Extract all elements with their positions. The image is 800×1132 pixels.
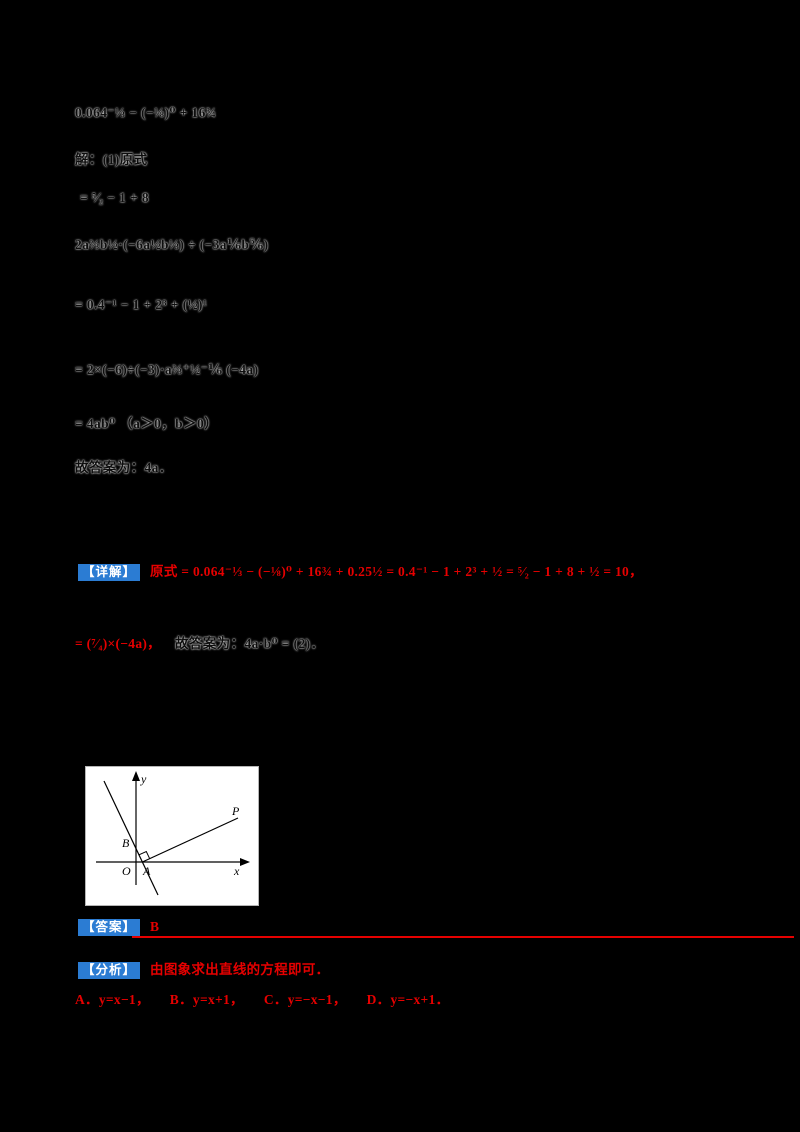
- label-point-p: P: [231, 804, 240, 818]
- option-c: C．y=−x−1，: [263, 992, 347, 1007]
- detail-working-2-dark: 故答案为：4a·b⁰ = (2)．: [174, 636, 325, 651]
- math-line-3: = ⁵⁄₂ − 1 + 8: [80, 190, 150, 205]
- label-x-axis: x: [233, 864, 240, 878]
- analysis-text: 由图象求出直线的方程即可．: [150, 962, 330, 977]
- math-line-8: 故答案为：4a．: [75, 460, 173, 475]
- math-line-6: = 2×(−6)÷(−3)·a⅔⁺½⁻⅙ (−4a): [75, 362, 259, 377]
- answer-row: 【答案】 B: [78, 916, 159, 936]
- option-b: B．y=x+1，: [169, 992, 244, 1007]
- answer-value: B: [150, 919, 160, 934]
- label-origin: O: [122, 864, 131, 878]
- math-line-5: = 0.4⁻¹ − 1 + 2³ + (½)¹: [75, 297, 208, 312]
- math-line-7: = 4ab⁰ （a＞0，b＞0）: [75, 416, 219, 431]
- figure: y x O A B P: [85, 766, 259, 906]
- analysis-row: 【分析】 由图象求出直线的方程即可．: [78, 958, 329, 979]
- math-line-1: 0.064⁻⅓ − (−⅛)⁰ + 16¾: [75, 105, 217, 120]
- right-angle-icon: [138, 850, 151, 859]
- label-y-axis: y: [140, 772, 147, 786]
- option-d: D．y=−x+1．: [366, 992, 450, 1007]
- math-line-4: 2a⅔b½·(−6a½b⅓) ÷ (−3a⅙b⅚): [75, 237, 269, 252]
- answer-tag: 【答案】: [78, 919, 141, 936]
- y-axis-arrow-icon: [132, 771, 140, 781]
- figure-svg: y x O A B P: [96, 771, 250, 896]
- x-axis-arrow-icon: [240, 858, 250, 866]
- answer-underline: [132, 936, 794, 938]
- ray-ap: [142, 817, 239, 863]
- detail-row: 【详解】 原式 = 0.064⁻⅓ − (−⅛)⁰ + 16¾ + 0.25½ …: [78, 560, 643, 581]
- detail-row-2: = (⁷⁄₄)×(−4a)， 故答案为：4a·b⁰ = (2)．: [75, 632, 324, 653]
- detail-tag: 【详解】: [78, 564, 141, 581]
- detail-working-2-red: = (⁷⁄₄)×(−4a)，: [75, 636, 161, 651]
- math-line-2: 解：(1)原式: [75, 152, 148, 167]
- label-point-b: B: [122, 836, 130, 850]
- analysis-tag: 【分析】: [78, 962, 141, 979]
- option-a: A．y=x−1，: [75, 992, 150, 1007]
- options-row: A．y=x−1， B．y=x+1， C．y=−x−1， D．y=−x+1．: [75, 988, 465, 1009]
- detail-working: 原式 = 0.064⁻⅓ − (−⅛)⁰ + 16¾ + 0.25½ = 0.4…: [150, 564, 643, 579]
- label-point-a: A: [142, 864, 151, 878]
- line-ab: [103, 780, 159, 896]
